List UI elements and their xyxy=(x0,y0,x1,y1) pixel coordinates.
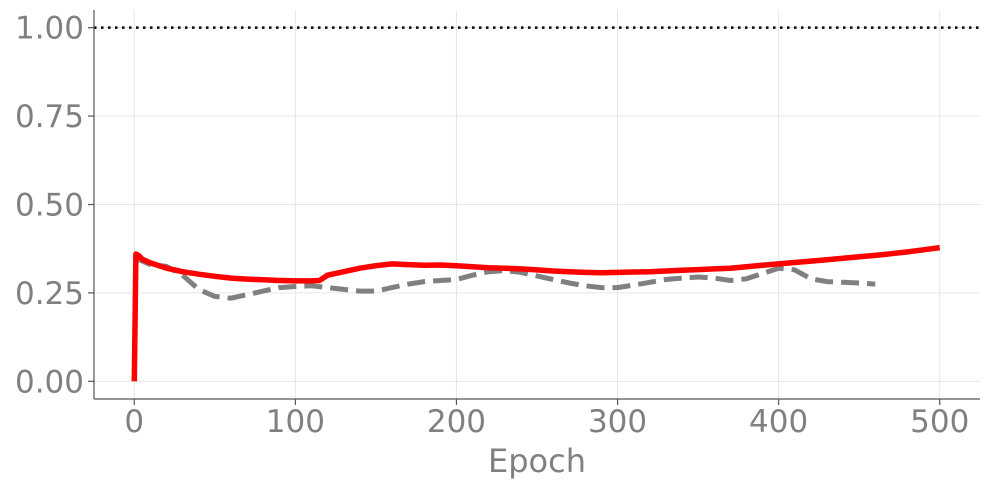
grid xyxy=(94,10,980,399)
y-tick-label: 0.75 xyxy=(15,99,84,135)
series-group xyxy=(131,244,941,382)
y-ticks: 0.00 0.25 0.50 0.75 1.00 xyxy=(15,11,94,400)
x-axis-title: Epoch xyxy=(488,442,586,480)
x-tick-label: 400 xyxy=(749,404,808,440)
x-tick-label: 200 xyxy=(427,404,486,440)
x-tick-label: 300 xyxy=(588,404,647,440)
x-tick-label: 0 xyxy=(124,404,144,440)
y-tick-label: 0.25 xyxy=(15,276,84,312)
x-ticks: 0 100 200 300 400 500 xyxy=(124,399,969,440)
series-line-dashed xyxy=(133,255,876,301)
y-tick-label: 0.00 xyxy=(15,364,84,400)
x-tick-label: 100 xyxy=(266,404,325,440)
x-tick-label: 500 xyxy=(910,404,969,440)
series-line-solid xyxy=(131,244,941,382)
y-tick-label: 0.50 xyxy=(15,188,84,224)
y-tick-label: 1.00 xyxy=(15,11,84,47)
